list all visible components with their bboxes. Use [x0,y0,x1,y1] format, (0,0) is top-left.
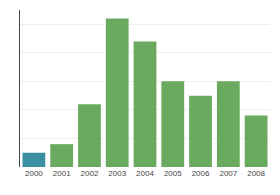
svg-text:2004: 2004 [136,169,154,178]
svg-text:2007: 2007 [219,169,237,178]
svg-text:2003: 2003 [108,169,126,178]
svg-text:2006: 2006 [192,169,210,178]
svg-text:2000: 2000 [25,169,43,178]
svg-text:2005: 2005 [164,169,182,178]
svg-text:2002: 2002 [81,169,99,178]
svg-text:2008: 2008 [247,169,265,178]
svg-text:2001: 2001 [53,169,71,178]
